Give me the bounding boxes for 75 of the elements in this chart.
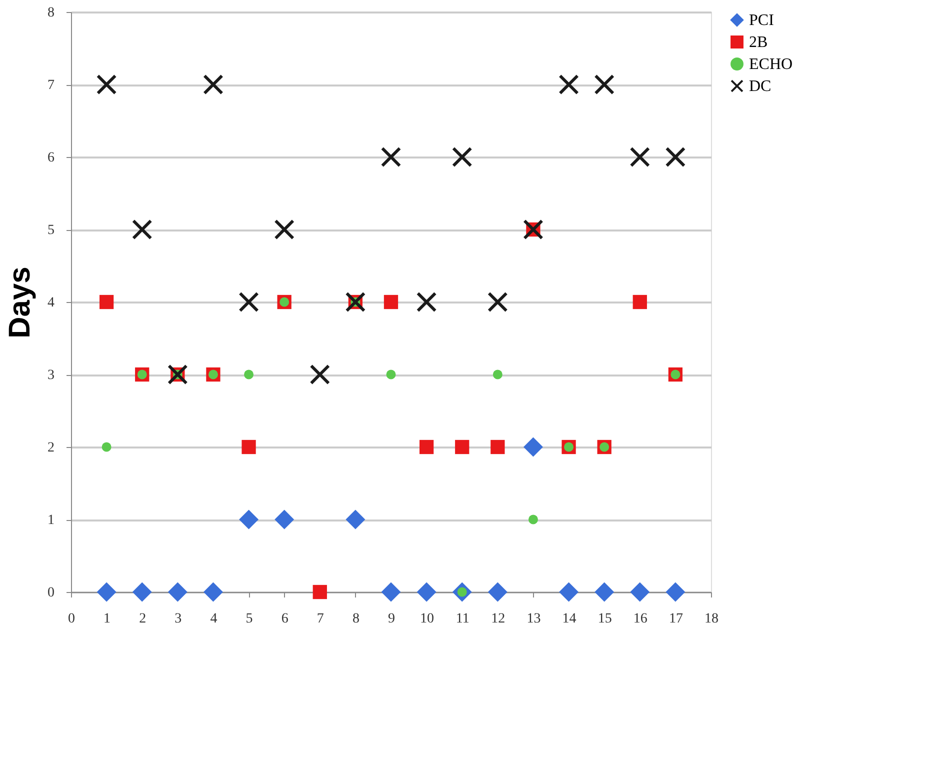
point xyxy=(346,510,366,530)
point xyxy=(384,294,398,310)
point xyxy=(492,370,502,380)
x-tick-label: 0 xyxy=(68,612,75,626)
point xyxy=(630,582,650,602)
point xyxy=(488,582,508,602)
point xyxy=(523,437,543,457)
y-tick-label: 7 xyxy=(48,78,54,93)
x-tick-label: 16 xyxy=(633,612,648,626)
y-tick-label: 0 xyxy=(48,586,54,600)
point xyxy=(99,294,114,310)
y-tick-label: 4 xyxy=(48,296,54,310)
point xyxy=(559,582,579,602)
point xyxy=(416,292,437,312)
x-tick-label: 7 xyxy=(316,612,324,626)
point xyxy=(312,584,327,600)
point xyxy=(310,364,330,385)
x-tick-label: 2 xyxy=(139,612,146,626)
point xyxy=(132,582,152,602)
point xyxy=(528,514,538,524)
legend-label: ECHO xyxy=(749,56,793,73)
x-tick-label: 18 xyxy=(704,612,718,626)
x-tick-label: 5 xyxy=(246,612,253,626)
point xyxy=(386,370,396,380)
point xyxy=(238,292,259,312)
point xyxy=(632,294,647,310)
legend-label: 2B xyxy=(749,34,768,51)
point xyxy=(168,582,188,602)
x-tick-label: 6 xyxy=(281,612,288,626)
point xyxy=(239,510,259,530)
x-tick-label: 3 xyxy=(174,612,182,626)
y-axis-title: Days xyxy=(4,266,36,338)
legend-label: DC xyxy=(749,78,772,95)
point xyxy=(274,510,294,530)
y-tick-label: 2 xyxy=(48,440,54,456)
x-tick-label: 12 xyxy=(491,612,506,626)
y-tick-label: 8 xyxy=(48,6,54,20)
x-tick-label: 13 xyxy=(526,612,541,626)
point xyxy=(558,74,579,95)
point xyxy=(630,146,650,168)
point xyxy=(452,146,472,168)
point xyxy=(488,292,508,312)
point xyxy=(244,370,254,380)
point xyxy=(381,582,401,602)
point xyxy=(490,440,505,454)
point xyxy=(274,219,294,240)
point xyxy=(665,146,686,168)
legend-label: PCI xyxy=(749,12,774,29)
point xyxy=(419,440,434,454)
x-tick-label: 4 xyxy=(210,612,218,626)
x-tick-label: 9 xyxy=(388,612,395,626)
y-tick-label: 3 xyxy=(48,368,54,383)
y-tick-label: 5 xyxy=(48,223,54,238)
point xyxy=(203,74,224,95)
point xyxy=(242,440,256,454)
x-tick-label: 15 xyxy=(598,612,612,626)
x-tick-label: 8 xyxy=(352,612,360,626)
point xyxy=(132,219,152,240)
x-tick-label: 1 xyxy=(104,612,111,626)
point xyxy=(203,582,223,602)
point xyxy=(455,440,470,454)
y-tick-label: 1 xyxy=(48,513,54,528)
point xyxy=(594,74,614,95)
x-tick-label: 14 xyxy=(562,612,576,626)
point xyxy=(594,582,614,602)
point xyxy=(96,582,116,602)
x-tick-label: 10 xyxy=(420,612,434,626)
point xyxy=(96,74,117,95)
point xyxy=(380,146,402,168)
x-tick-label: 17 xyxy=(668,612,683,626)
point xyxy=(416,582,436,602)
x-tick-label: 11 xyxy=(456,612,470,626)
point xyxy=(666,582,686,602)
point xyxy=(102,442,112,452)
y-tick-label: 6 xyxy=(48,150,54,166)
